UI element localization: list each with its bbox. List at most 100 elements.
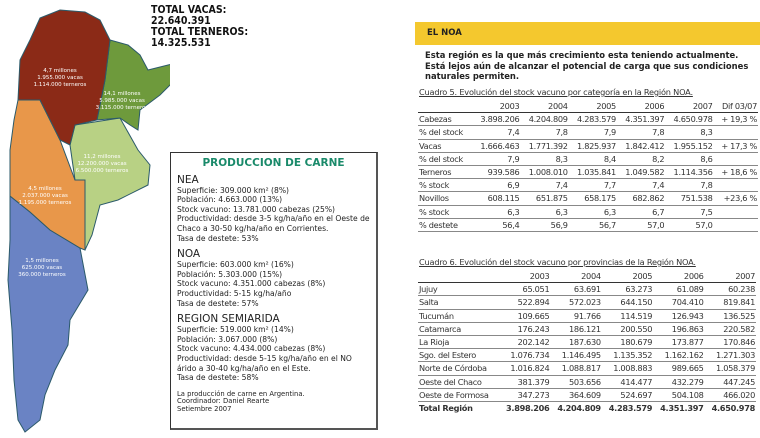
table-cell: Jujuy [418,282,499,297]
region-stat: Población: 4.663.000 (13%) [177,195,283,205]
table-cell: 644.150 [601,295,654,310]
table-cell: 180.679 [601,335,654,350]
table-cell: 187.630 [550,335,602,350]
total-cell: 4.204.809 [557,402,601,413]
table-cell: Oeste de Formosa [418,388,499,402]
produccion-region: NOA Superficie: 603.000 km² (16%) Població… [177,248,370,308]
total-cell: 4.283.579 [608,402,653,413]
table-cell: 8,3 [520,152,569,166]
noa-intro-text: Esta región es la que más crecimiento es… [425,50,749,81]
total-cell: 4.351.397 [660,402,704,413]
total-cell: 3.898.206 [505,402,550,413]
table-row: Oeste de Formosa 347.273 364.609 524.697 504… [418,388,756,402]
table-cell: +23,6 % [713,191,758,206]
total-vacas-label: TOTAL VACAS: [151,4,227,16]
column-header: 2004 [520,100,569,114]
table-row: Salta 522.894 572.023 644.150 704.410 819.841 [418,295,756,310]
map-region-label: 625.000 vacas [22,265,63,271]
table-cell: 63.691 [550,282,602,297]
column-header: 2006 [616,100,666,114]
table-cell: 56,4 [472,218,521,232]
table-cell: 1.146.495 [550,348,602,363]
table-cell: 381.379 [499,375,551,389]
table-cell: 1.666.463 [472,139,521,153]
column-header: Dif 03/07 [713,100,758,114]
produccion-region: REGION SEMIARIDA Superficie: 519.000 km² … [177,313,370,383]
table-row: Sgo. del Estero 1.076.734 1.146.495 1.135.3… [418,348,756,363]
table-cell: 1.076.734 [499,348,551,363]
region-name: REGION SEMIARIDA [177,313,280,326]
region-stat: Población: 5.303.000 (15%) [177,269,283,279]
table-cell: 1.008.883 [601,361,654,376]
table-row: Jujuy 65.051 63.691 63.273 61.089 60.238 [418,282,756,297]
table-cell: 6,3 [520,205,569,219]
table-cell: 8,3 [665,125,714,140]
total-cell: 4.650.978 [711,402,756,413]
table-cell: 65.051 [499,282,551,297]
table-cell: 60.238 [704,282,756,297]
map-region-nea [96,39,170,131]
region-stat: Tasa de destete: 53% [177,233,259,243]
table-cell: Sgo. del Estero [418,348,499,363]
table-cell: 4.351.397 [616,112,666,127]
table-cell [713,205,758,219]
table-cell [713,125,758,140]
table-cell: 176.243 [499,322,551,336]
table-row: % stock 6,9 7,4 7,7 7,4 7,8 [418,178,758,193]
footer-line: Coordinador: Daniel Rearte [177,397,270,406]
map-region-label: 6.500.000 terneros [76,168,129,174]
table-header-row: 2003 2004 2005 2006 2007 Dif 03/07 [418,100,758,114]
region-stat: Stock vacuno: 13.781.000 cabezas (25%) [177,204,336,214]
total-cell: Total Región [419,402,473,413]
region-stat: Stock vacuno: 4.351.000 cabezas (8%) [177,279,326,289]
table-cell: 939.586 [472,165,521,180]
table-cell: 8,4 [568,152,617,166]
region-stat: Tasa de destete: 58% [177,373,259,383]
region-stat: Población: 3.067.000 (8%) [177,334,278,344]
table-cell: 3.898.206 [472,112,521,127]
table-row: Norte de Córdoba 1.016.824 1.088.817 1.008.… [418,361,756,376]
column-header: 2003 [472,100,521,114]
produccion-footer: La producción de carne en Argentina. Coo… [177,389,370,414]
table-cell: 1.842.412 [616,139,666,153]
table-cell: 503.656 [550,375,602,389]
table-cell: 7,5 [665,205,714,219]
table-cell: 1.016.824 [499,361,551,376]
column-header: 2007 [704,270,756,284]
table-cell: 682.862 [616,191,666,206]
footer-line: La producción de carne en Argentina. [177,389,305,398]
table-row: Cabezas 3.898.206 4.204.809 4.283.579 4.351.… [418,112,758,127]
map-region-label: 1.955.000 vacas [37,75,83,81]
table-cell [713,218,758,232]
table-cell [713,152,758,166]
totals-summary: TOTAL VACAS: 22.640.391 TOTAL TERNEROS: … [151,5,248,49]
column-header: 2005 [568,100,617,114]
table-cell: Novillos [418,191,473,206]
table-cell: 466.020 [704,388,756,402]
table-cell: 7,4 [520,178,569,193]
total-terneros-label: TOTAL TERNEROS: [151,26,249,38]
table-cell: 6,9 [472,178,521,193]
table-cell: Cabezas [418,112,473,127]
table-cell: 7,4 [472,125,521,140]
table-cell: 1.114.356 [665,165,714,180]
table-cell: 522.894 [499,295,551,310]
table-cell: 173.877 [653,335,705,350]
table-cell: 109.665 [499,309,551,323]
table-cell: 170.846 [704,335,756,350]
table-cell: 6,7 [616,205,666,219]
table-cell: 572.023 [550,295,602,310]
table-cell: 1.049.582 [616,165,666,180]
column-header [418,100,473,114]
table-cell: % del stock [418,125,473,140]
table-cell: 524.697 [601,388,654,402]
total-terneros-value: 14.325.531 [151,37,211,49]
region-stat: Productividad: desde 5-15 kg/ha/año en e… [177,353,352,373]
table-cell [713,178,758,193]
table-cell: 651.875 [520,191,569,206]
table-cell: 819.841 [704,295,756,310]
table-cell: 136.525 [704,309,756,323]
table-cell: 186.121 [550,322,602,336]
table-cell: Vacas [418,139,473,153]
table-cell: % del stock [418,152,473,166]
